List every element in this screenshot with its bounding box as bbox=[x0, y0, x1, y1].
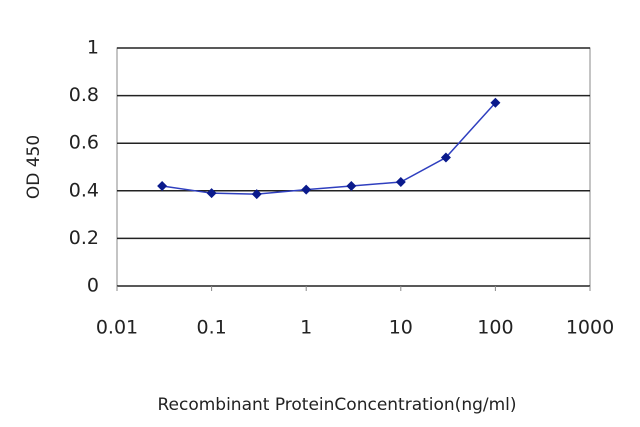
x-tick-label: 0.1 bbox=[196, 317, 226, 339]
y-tick-label: 0.2 bbox=[69, 227, 99, 249]
x-tick-label: 10 bbox=[389, 317, 413, 339]
x-tick-label: 0.01 bbox=[96, 317, 138, 339]
marker bbox=[490, 97, 501, 108]
marker bbox=[346, 181, 357, 192]
x-tick-label: 1 bbox=[300, 317, 312, 339]
y-tick-label: 0.8 bbox=[69, 84, 99, 106]
x-axis-label: Recombinant ProteinConcentration(ng/ml) bbox=[157, 395, 516, 415]
marker bbox=[251, 189, 262, 200]
y-tick-label: 0.4 bbox=[69, 179, 99, 201]
marker bbox=[440, 152, 451, 163]
marker bbox=[206, 188, 217, 199]
x-tick-label: 1000 bbox=[566, 317, 614, 339]
x-tick-label: 100 bbox=[477, 317, 513, 339]
y-tick-label: 0.6 bbox=[69, 132, 99, 154]
y-tick-label: 1 bbox=[87, 37, 99, 59]
marker bbox=[157, 181, 168, 192]
data-line bbox=[162, 102, 496, 195]
marker bbox=[301, 184, 312, 195]
plot-area bbox=[116, 47, 591, 287]
y-tick-label: 0 bbox=[87, 275, 99, 297]
marker bbox=[395, 176, 406, 187]
y-axis-label: OD 450 bbox=[24, 135, 44, 199]
